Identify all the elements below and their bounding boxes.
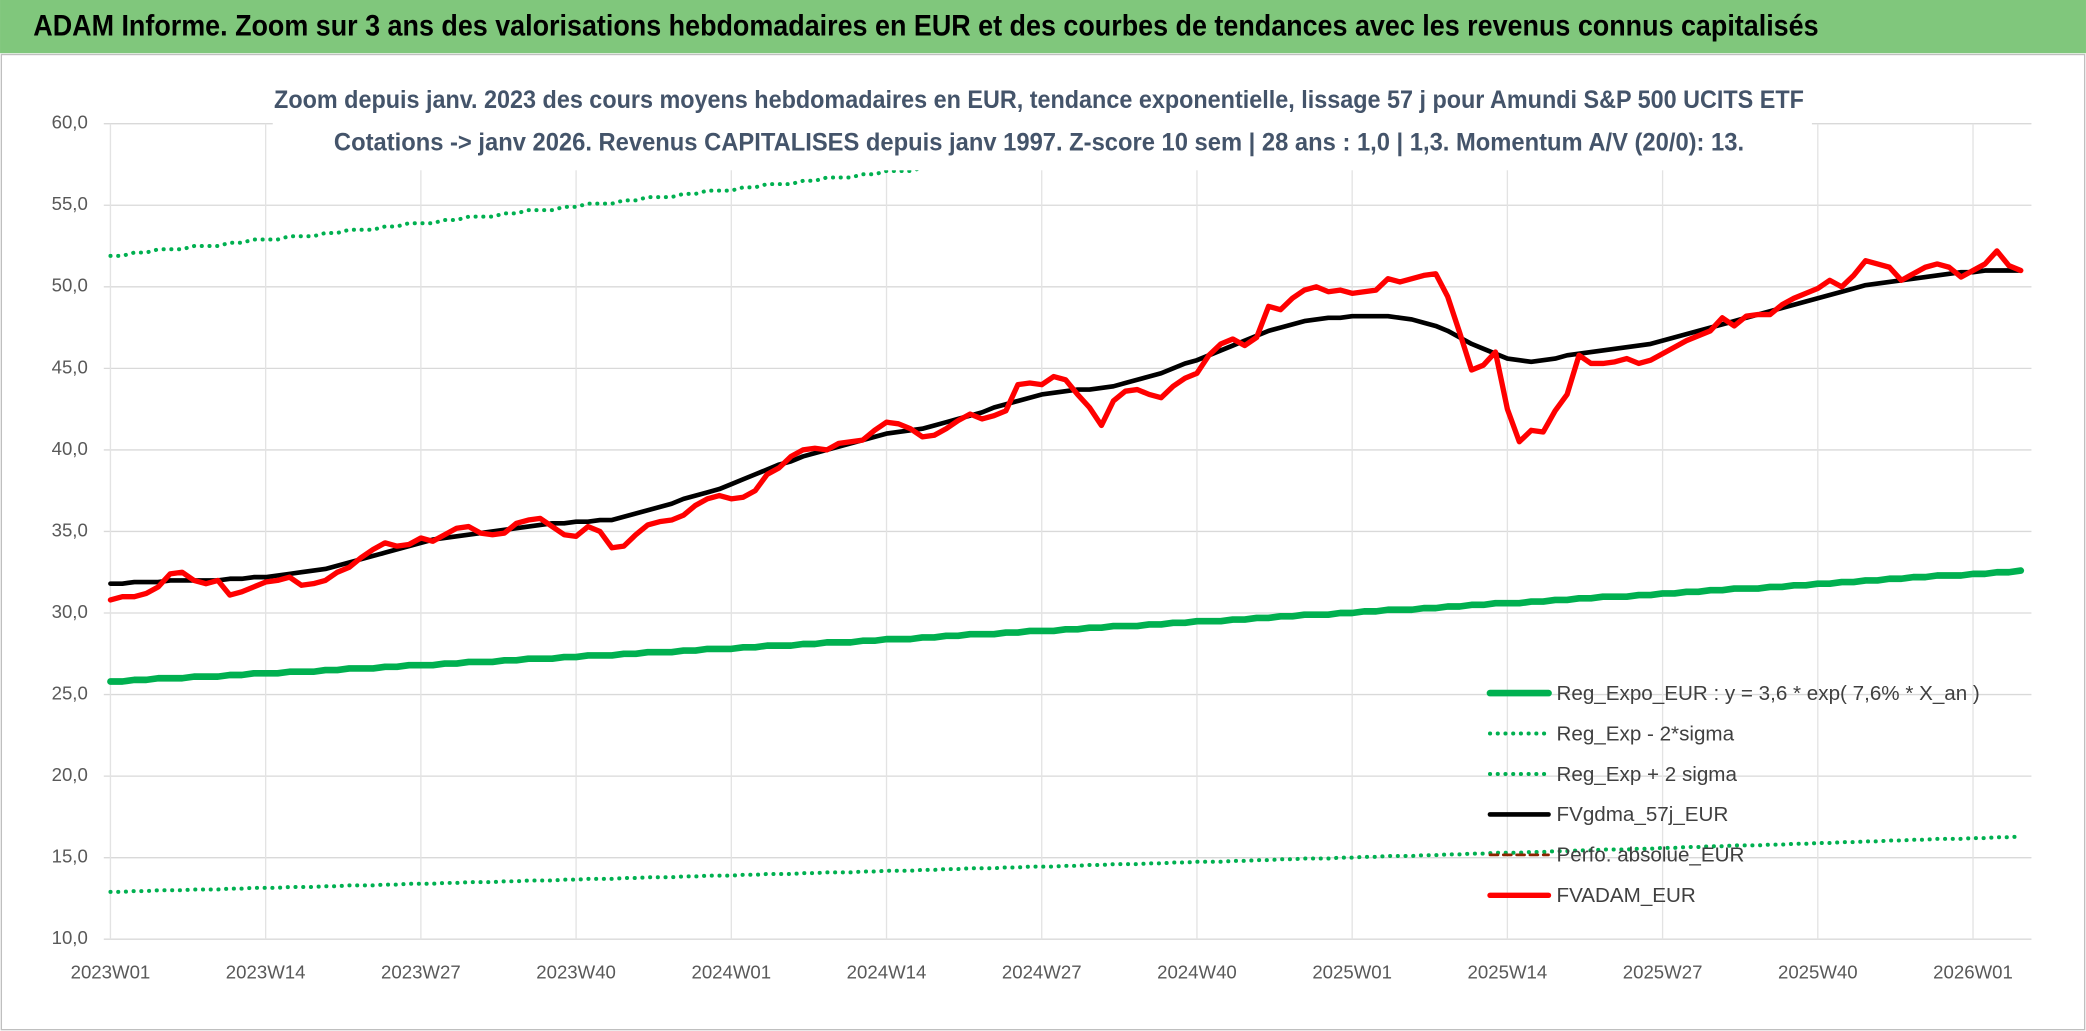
legend-label: Perfo. absolue_EUR	[1557, 844, 1745, 867]
y-tick-label: 50,0	[52, 275, 88, 296]
y-tick-label: 35,0	[52, 519, 88, 540]
legend-label: Reg_Exp - 2*sigma	[1557, 722, 1735, 745]
legend-label: Reg_Expo_EUR : y = 3,6 * exp( 7,6% * X_a…	[1557, 682, 1980, 705]
x-tick-label: 2025W01	[1312, 962, 1392, 983]
legend-label: Reg_Exp + 2 sigma	[1557, 763, 1738, 786]
y-tick-label: 40,0	[52, 438, 88, 459]
y-tick-label: 20,0	[52, 764, 88, 785]
x-tick-label: 2024W01	[691, 962, 771, 983]
y-tick-label: 15,0	[52, 846, 88, 867]
x-tick-label: 2024W14	[847, 962, 927, 983]
series-line	[108, 834, 2023, 894]
series-line	[107, 567, 2025, 685]
chart-subtitle: Zoom depuis janv. 2023 des cours moyens …	[274, 86, 1804, 114]
legend: Reg_Expo_EUR : y = 3,6 * exp( 7,6% * X_a…	[1486, 682, 1980, 907]
x-tick-label: 2023W01	[71, 962, 151, 983]
x-tick-label: 2026W01	[1933, 962, 2013, 983]
y-tick-label: 30,0	[52, 601, 88, 622]
series-line	[107, 248, 2024, 603]
page-title: ADAM Informe. Zoom sur 3 ans des valoris…	[33, 11, 1818, 43]
x-tick-label: 2025W40	[1778, 962, 1858, 983]
title-box	[272, 77, 1812, 171]
chart-frame	[0, 53, 2086, 1031]
x-tick-label: 2025W27	[1623, 962, 1703, 983]
y-tick-label: 60,0	[52, 112, 88, 133]
header-bar	[0, 0, 2086, 54]
x-tick-label: 2025W14	[1468, 962, 1548, 983]
x-tick-label: 2024W40	[1157, 962, 1237, 983]
x-tick-label: 2023W14	[226, 962, 306, 983]
y-tick-label: 45,0	[52, 356, 88, 377]
x-tick-label: 2023W40	[536, 962, 616, 983]
y-tick-label: 25,0	[52, 682, 88, 703]
legend-label: FVADAM_EUR	[1557, 884, 1696, 907]
y-tick-label: 55,0	[52, 193, 88, 214]
plot-area	[107, 123, 2025, 894]
legend-label: FVgdma_57j_EUR	[1557, 803, 1729, 826]
x-tick-label: 2024W27	[1002, 962, 1082, 983]
series-line	[108, 123, 1330, 258]
chart-subtitle: Cotations -> janv 2026. Revenus CAPITALI…	[334, 128, 1744, 156]
x-tick-label: 2023W27	[381, 962, 461, 983]
grid: 10,0 15,0 20,0 25,0 30,0 35,0 40,0 45,0 50,0 55,0…	[52, 112, 2032, 983]
y-tick-label: 10,0	[52, 927, 88, 948]
